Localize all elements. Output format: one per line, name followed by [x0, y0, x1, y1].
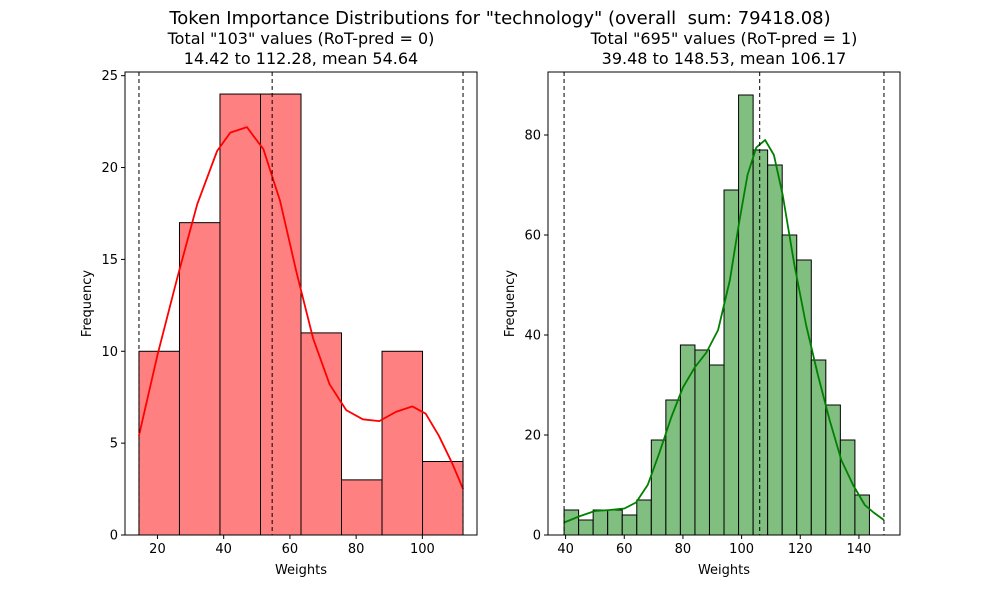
histogram-bar [679, 344, 696, 536]
axes-frame [547, 71, 901, 536]
histogram-bar [796, 259, 812, 536]
subplot-title-line-1: Total "695" values (RoT-pred = 1) [590, 29, 858, 48]
x-tick-label: 60 [616, 542, 633, 557]
histogram-bar [607, 509, 623, 536]
x-tick-label: 20 [149, 542, 166, 557]
histogram-bar [752, 149, 769, 536]
histogram-bar [219, 93, 262, 536]
y-tick-label: 15 [101, 253, 118, 268]
x-tick-label: 40 [557, 542, 574, 557]
subplot-title-line-2: 39.48 to 148.53, mean 106.17 [602, 49, 847, 68]
x-tick-label: 120 [788, 542, 813, 557]
histogram-bar [825, 404, 841, 536]
y-tick-label: 60 [524, 229, 541, 244]
y-tick-label: 80 [524, 129, 541, 144]
histogram-panel-rot-pred-0: 20 40 60 80 100 0 5 10 15 20 25 Weights Frequency Tot… [80, 29, 478, 578]
histogram-bar [381, 350, 424, 536]
histogram-bar [592, 509, 609, 536]
histogram-bar [138, 350, 180, 536]
y-tick-label: 10 [101, 345, 118, 360]
y-tick-label: 0 [110, 529, 118, 544]
histogram-bar [708, 364, 725, 536]
y-tick-label: 40 [524, 329, 541, 344]
histogram-bar [767, 164, 783, 536]
subplot-title-line-1: Total "103" values (RoT-pred = 0) [167, 29, 435, 48]
y-tick-label: 5 [110, 437, 118, 452]
x-tick-label: 80 [675, 542, 692, 557]
histogram-panel-rot-pred-1: 40 60 80 100 120 140 0 20 40 60 80 Weights Frequency… [503, 29, 901, 578]
y-axis-label: Frequency [503, 270, 518, 337]
y-tick-label: 20 [524, 429, 541, 444]
x-axis-label: Weights [698, 563, 750, 578]
x-tick-label: 100 [410, 542, 435, 557]
histogram-bar [839, 439, 856, 536]
histogram-bar [578, 519, 594, 536]
figure-title: Token Importance Distributions for "tech… [169, 8, 831, 29]
x-axis-label: Weights [275, 563, 327, 578]
y-tick-label: 0 [533, 529, 541, 544]
axes-frame [124, 71, 478, 536]
x-tick-label: 140 [847, 542, 872, 557]
histogram-bar [636, 499, 652, 536]
kde-curve [138, 126, 464, 490]
histogram-bar [340, 479, 383, 536]
y-tick-label: 20 [101, 161, 118, 176]
y-tick-label: 25 [101, 69, 118, 84]
histogram-bar [665, 399, 681, 536]
histogram-bar [810, 359, 827, 536]
histogram-bar [178, 222, 221, 536]
y-axis-label: Frequency [80, 270, 95, 337]
x-tick-label: 40 [215, 542, 232, 557]
x-tick-label: 100 [729, 542, 754, 557]
x-tick-label: 80 [348, 542, 365, 557]
histogram-bar [738, 94, 754, 536]
histogram-bar [781, 234, 798, 536]
histogram-bar [694, 349, 710, 536]
subplot-title-line-2: 14.42 to 112.28, mean 54.64 [184, 49, 418, 68]
kde-curve [563, 139, 885, 524]
histogram-bar [621, 514, 638, 536]
x-tick-label: 60 [282, 542, 299, 557]
